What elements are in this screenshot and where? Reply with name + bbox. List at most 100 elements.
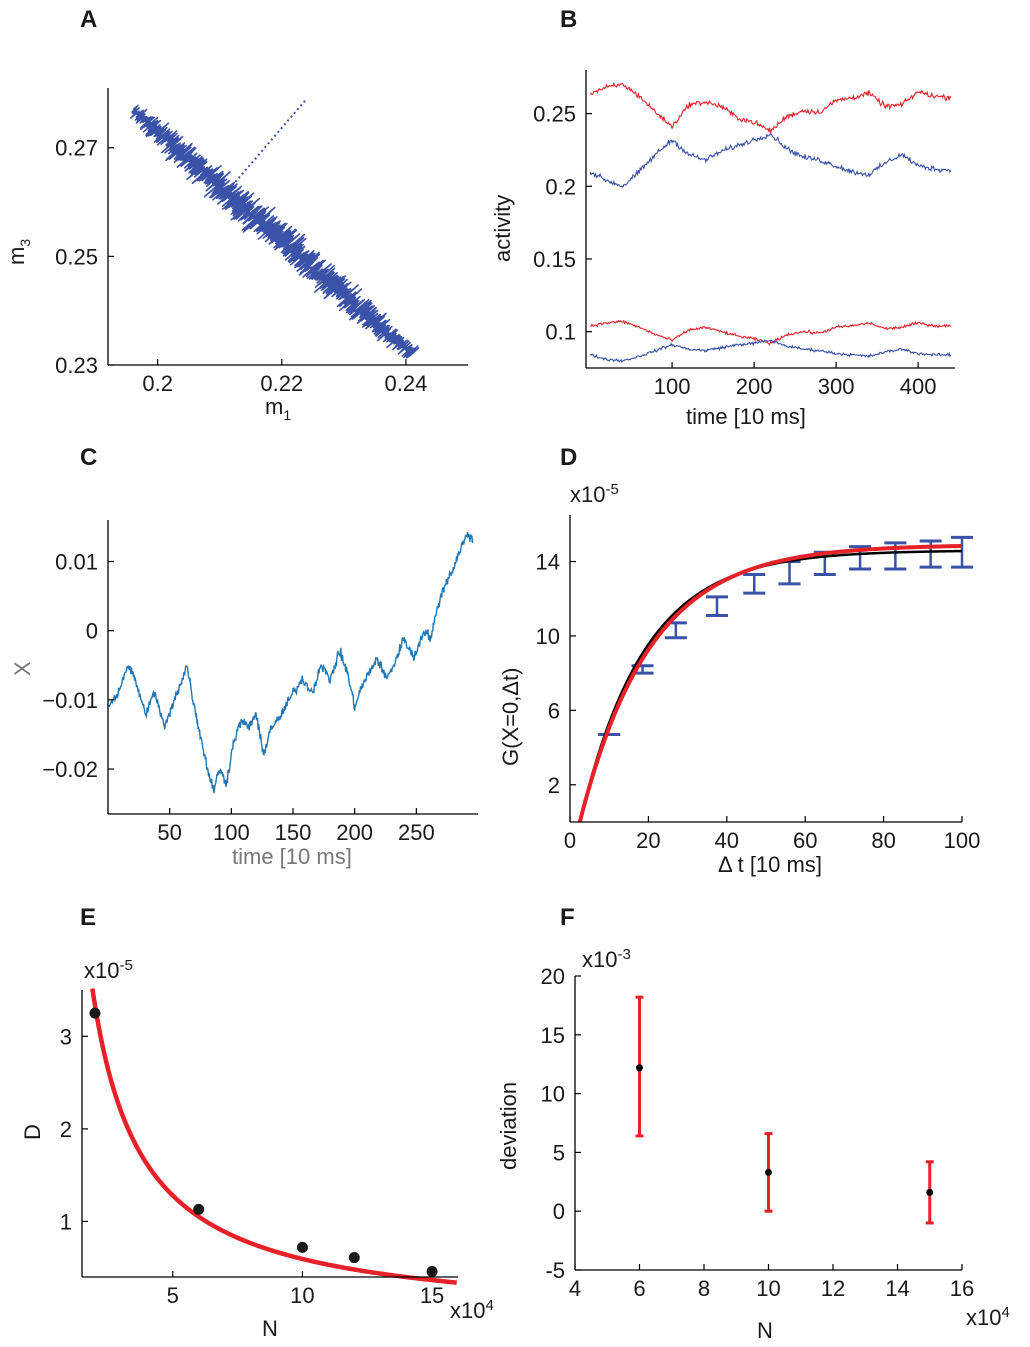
e-ytick-label: 3: [60, 1024, 72, 1049]
a-xtick-label: 0.24: [385, 371, 428, 396]
panel-a-ylabel: m3: [4, 239, 33, 265]
b-ytick-label: 0.1: [545, 320, 576, 345]
e-xtick-label: 15: [420, 1283, 444, 1308]
f-ytick-label: 20: [541, 964, 565, 989]
f-ytick-label: -5: [545, 1258, 565, 1283]
panel-d-plot: [577, 535, 973, 823]
d-xtick-label: 20: [636, 828, 660, 853]
d-xtick-label: 60: [793, 828, 817, 853]
f-xtick-label: 16: [950, 1276, 974, 1301]
f-xtick-label: 4: [569, 1276, 581, 1301]
b-ytick-label: 0.25: [533, 102, 576, 127]
e-ytick-label: 2: [60, 1117, 72, 1142]
d-ytick-label: 14: [536, 550, 560, 575]
f-ytick-label: 15: [541, 1023, 565, 1048]
panel-f: F 4 6 8 10 12 14 16 -5 0 5 10 15 20 x10-3 x104 N dev…: [496, 904, 1010, 1343]
e-ytick-label: 1: [60, 1209, 72, 1234]
d-fit-red: [577, 544, 963, 823]
b-series-blue-lower: [589, 339, 952, 364]
a-xtick-label: 0.2: [142, 371, 173, 396]
f-ytick-label: 5: [553, 1140, 565, 1165]
panel-b-ticks: 100 200 300 400 0.1 0.15 0.2 0.25: [533, 102, 936, 399]
c-series-x: [107, 531, 474, 794]
c-xtick-label: 200: [336, 820, 373, 845]
d-xtick-label: 100: [944, 828, 981, 853]
panel-a-plot: [130, 98, 420, 359]
b-ytick-label: 0.2: [545, 174, 576, 199]
panel-b-label: B: [560, 6, 577, 33]
a-ytick-label: 0.25: [55, 244, 98, 269]
panel-c-plot: [107, 531, 474, 794]
panel-e-multiplier: x10-5: [84, 957, 133, 983]
f-errorbar: [764, 1132, 773, 1213]
panel-b: B 100 200 300 400 0.1 0.15 0.2 0.25 time [10 ms…: [490, 6, 955, 429]
panel-e-ticks: 5 10 15 1 2 3: [60, 1024, 445, 1308]
f-xtick-label: 10: [756, 1276, 780, 1301]
f-data-point: [926, 1188, 934, 1196]
panel-a: A 0.2 0.22 0.24 0.23 0.25 0.27 m1 m3: [4, 6, 468, 423]
c-ytick-label: 0.01: [55, 550, 98, 575]
b-series-red-lower: [589, 319, 951, 346]
b-ytick-label: 0.15: [533, 247, 576, 272]
panel-c-ticks: 50 100 150 200 250 −0.02 −0.01 0 0.01: [42, 550, 434, 845]
a-xtick-label: 0.22: [260, 371, 303, 396]
c-xtick-label: 150: [275, 820, 312, 845]
c-ytick-label: −0.02: [42, 757, 98, 782]
e-data-point: [89, 1007, 101, 1019]
c-ytick-label: 0: [86, 619, 98, 644]
f-xtick-label: 14: [885, 1276, 909, 1301]
c-xtick-label: 100: [213, 820, 250, 845]
panel-c: C 50 100 150 200 250 −0.02 −0.01 0 0.01 time [10…: [10, 444, 478, 869]
panel-b-plot: [589, 81, 952, 364]
panel-e-ylabel: D: [20, 1124, 45, 1140]
d-xtick-label: 80: [871, 828, 895, 853]
d-xtick-label: 0: [564, 828, 576, 853]
f-data-point: [636, 1064, 643, 1072]
f-xtick-label: 12: [821, 1276, 845, 1301]
panel-c-label: C: [80, 444, 97, 471]
panel-e-label: E: [80, 904, 96, 931]
a-trajectory-cloud: [130, 104, 420, 359]
a-dotted-line: [231, 98, 308, 187]
panel-e-xlabel: N: [262, 1316, 278, 1341]
d-ytick-label: 10: [536, 624, 560, 649]
f-errorbar: [635, 995, 644, 1138]
panel-d-ticks: 0 20 40 60 80 100 2 6 10 14: [536, 550, 981, 853]
panel-d-label: D: [560, 444, 577, 471]
panel-c-xlabel: time [10 ms]: [232, 844, 352, 869]
f-xtick-label: 6: [633, 1276, 645, 1301]
panel-b-ylabel: activity: [490, 195, 515, 262]
d-xtick-label: 40: [715, 828, 739, 853]
e-data-point: [348, 1252, 360, 1264]
b-series-blue-upper: [589, 132, 952, 188]
e-data-point: [193, 1203, 205, 1215]
panel-f-ylabel: deviation: [496, 1082, 521, 1170]
b-series-red-upper: [589, 81, 952, 134]
panel-f-multiplier: x10-3: [582, 946, 631, 972]
panel-a-label: A: [80, 6, 97, 33]
b-xtick-label: 400: [900, 374, 937, 399]
panel-f-xlabel: N: [757, 1318, 773, 1343]
panel-f-xmultiplier: x104: [966, 1304, 1010, 1330]
panel-e-plot: [89, 988, 457, 1285]
f-data-point: [765, 1168, 772, 1176]
a-ytick-label: 0.23: [55, 353, 98, 378]
c-xtick-label: 50: [157, 820, 181, 845]
panel-d-xlabel: Δ t [10 ms]: [718, 852, 822, 877]
e-fit-curve: [90, 988, 457, 1285]
panel-f-ticks: 4 6 8 10 12 14 16 -5 0 5 10 15 20: [541, 964, 975, 1301]
panel-a-xlabel: m1: [265, 394, 291, 423]
panel-d-multiplier: x10-5: [570, 481, 619, 507]
e-xtick-label: 5: [167, 1283, 179, 1308]
b-xtick-label: 200: [736, 374, 773, 399]
panel-e-xmultiplier: x104: [450, 1297, 494, 1323]
panel-e: E 5 10 15 1 2 3 x10-5 x104 N D: [20, 904, 494, 1341]
c-xtick-label: 250: [398, 820, 435, 845]
d-ytick-label: 2: [548, 773, 560, 798]
a-ytick-label: 0.27: [55, 136, 98, 161]
panel-f-plot: [635, 995, 934, 1225]
panel-c-ylabel: X: [10, 661, 35, 676]
panel-d-ylabel: G(X=0,Δt): [498, 668, 523, 766]
e-data-point: [296, 1241, 308, 1253]
